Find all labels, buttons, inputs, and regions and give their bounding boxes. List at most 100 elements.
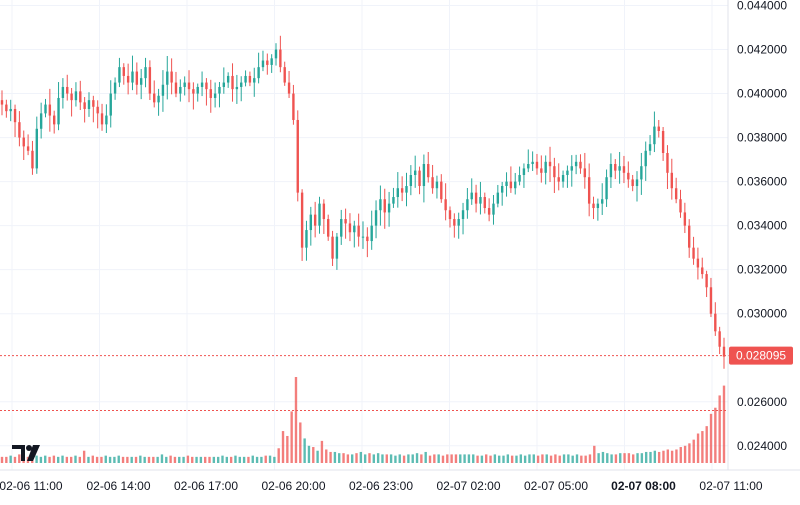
price-axis[interactable]: 0.044000 0.042000 0.040000 0.038000 0.036000… <box>727 0 793 470</box>
candle-body <box>66 86 69 94</box>
candle-body <box>183 82 186 87</box>
volume-bar <box>255 456 259 463</box>
volume-bar <box>515 455 518 463</box>
volume-bar <box>705 426 708 463</box>
volume-bar <box>35 455 38 463</box>
candle-body <box>448 210 452 220</box>
time-tick-label: 02-07 08:00 <box>611 479 676 493</box>
price-tick-label: 0.030000 <box>737 307 787 321</box>
volume-bar <box>679 447 682 463</box>
volume-bar <box>260 456 263 463</box>
volume-bar <box>338 453 341 463</box>
candle-body <box>531 161 534 165</box>
candle-body <box>692 247 695 259</box>
candle-body <box>187 82 191 90</box>
volume-bar <box>580 455 583 463</box>
volume-bar <box>415 453 419 463</box>
volume-bar <box>139 455 142 463</box>
volume-bar <box>156 456 159 463</box>
candle-body <box>9 108 12 112</box>
volume-bar <box>381 454 384 463</box>
candle-body <box>48 104 52 116</box>
time-axis[interactable]: 02-06 11:00 02-06 14:00 02-06 17:00 02-06 2… <box>0 469 800 493</box>
volume-bar <box>593 445 596 463</box>
volume-bar <box>446 454 449 463</box>
candle-body <box>296 119 299 193</box>
volume-bar <box>467 454 471 463</box>
price-tick-label: 0.042000 <box>737 43 787 57</box>
candle-body <box>661 130 665 153</box>
candle-body <box>113 82 117 94</box>
volume-bar <box>325 449 328 463</box>
volume-bar <box>234 455 237 463</box>
volume-bar <box>277 448 280 463</box>
price-tick-label: 0.034000 <box>737 219 787 233</box>
candle-body <box>318 203 321 226</box>
candle-body <box>683 212 687 226</box>
volume-bar <box>701 431 704 463</box>
candle-body <box>609 164 613 178</box>
candle-body <box>535 161 539 169</box>
candle-body <box>718 331 721 347</box>
candle-body <box>170 71 173 83</box>
volume-bar <box>510 455 514 463</box>
candle-body <box>596 203 600 209</box>
candle-body <box>257 67 260 79</box>
volume-bar <box>242 456 246 463</box>
candle-body <box>479 197 482 204</box>
volume-bar <box>216 456 220 463</box>
volume-bar <box>363 454 367 463</box>
candle-body <box>496 192 500 204</box>
volume-bar <box>632 454 635 463</box>
candle-body <box>96 106 99 114</box>
volume-bar <box>0 456 4 463</box>
volume-bar <box>251 455 254 463</box>
volume-bar <box>597 453 600 463</box>
candle-body <box>348 223 352 233</box>
volume-bar <box>502 455 505 463</box>
candle-body <box>222 82 226 87</box>
tradingview-logo[interactable] <box>12 445 40 461</box>
candle-body <box>674 188 678 200</box>
volume-bar <box>433 454 436 463</box>
candle-body <box>166 71 169 85</box>
volume-bar <box>714 407 717 463</box>
candle-body <box>396 188 399 198</box>
candle-body <box>92 100 95 107</box>
candle-body <box>26 146 30 151</box>
volume-bar <box>204 456 207 463</box>
candle-body <box>331 236 334 259</box>
candle-body <box>139 78 143 85</box>
candle-body <box>179 86 182 94</box>
volume-bar <box>523 455 527 463</box>
volume-bar <box>169 455 172 463</box>
candle-body <box>492 203 495 215</box>
volume-bar <box>351 454 354 463</box>
volume-bar <box>173 456 177 463</box>
candle-body <box>540 168 543 173</box>
candle-body <box>322 203 326 220</box>
volume-bar <box>376 453 380 463</box>
volume-bar <box>44 455 47 463</box>
volume-bar <box>485 454 488 463</box>
volume-bar <box>186 455 190 463</box>
volume-bar <box>571 455 574 463</box>
volume-bar <box>610 454 613 463</box>
candle-body <box>305 230 308 248</box>
volume-bar <box>454 454 458 463</box>
last-price-badge <box>729 346 793 365</box>
volume-bar <box>65 456 69 463</box>
price-tick-label: 0.044000 <box>737 0 787 13</box>
candle-body <box>722 346 726 357</box>
volume-bar <box>307 445 311 463</box>
candle-body <box>579 161 582 169</box>
volume-bar <box>683 445 687 463</box>
volume-bar <box>554 454 557 463</box>
volume-bar <box>493 454 497 463</box>
volume-bar <box>359 451 363 463</box>
candle-body <box>240 82 243 87</box>
volume-bar <box>212 456 216 463</box>
candle-body <box>696 258 700 268</box>
